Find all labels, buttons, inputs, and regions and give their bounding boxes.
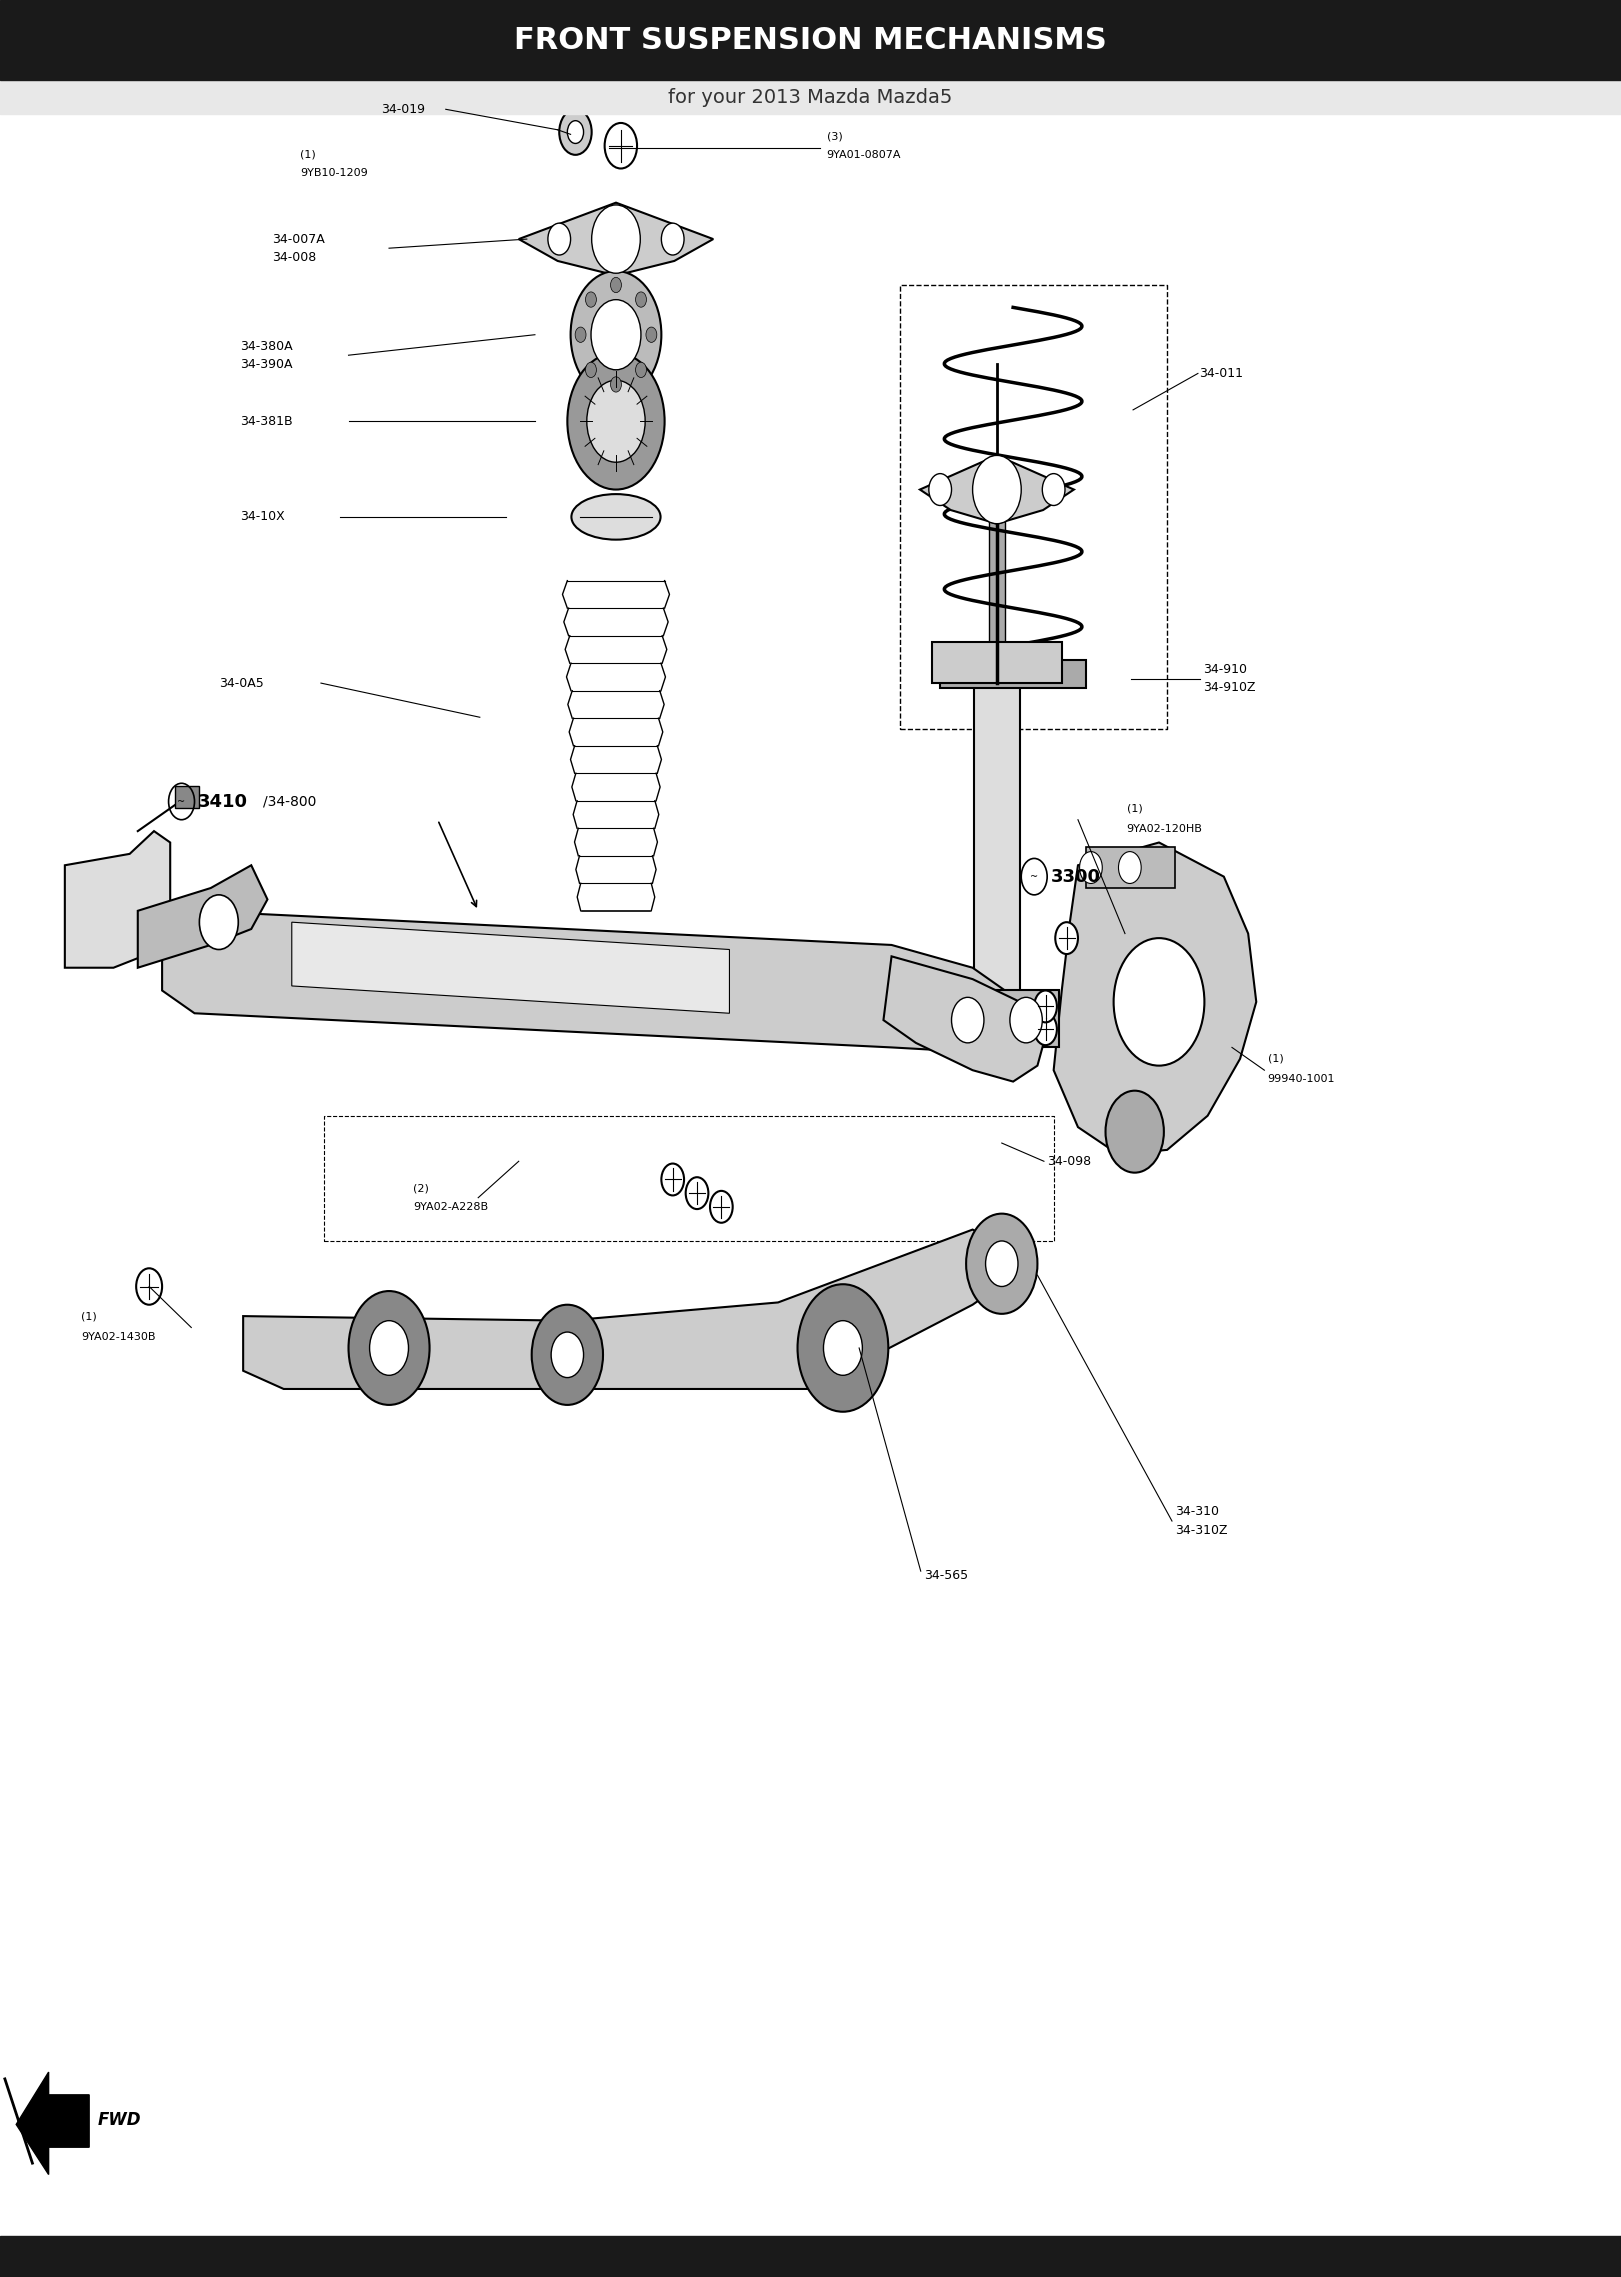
- Circle shape: [136, 1268, 162, 1305]
- Bar: [935, 990, 1059, 1047]
- Bar: [989, 519, 1005, 683]
- Text: (1): (1): [1268, 1054, 1284, 1063]
- Circle shape: [1114, 938, 1204, 1066]
- Circle shape: [686, 1177, 708, 1209]
- Text: 34-008: 34-008: [272, 250, 316, 264]
- Polygon shape: [1054, 842, 1256, 1154]
- Circle shape: [605, 123, 637, 168]
- Text: 34-310Z: 34-310Z: [1175, 1523, 1227, 1537]
- Circle shape: [1042, 474, 1065, 505]
- Text: 3410: 3410: [198, 792, 248, 811]
- Polygon shape: [65, 831, 170, 968]
- Circle shape: [661, 1164, 684, 1195]
- Ellipse shape: [572, 494, 661, 540]
- Bar: [940, 660, 1086, 688]
- Circle shape: [370, 1321, 408, 1375]
- Circle shape: [1080, 852, 1102, 883]
- Circle shape: [575, 328, 587, 342]
- Text: 34-10X: 34-10X: [240, 510, 285, 524]
- Circle shape: [1010, 997, 1042, 1043]
- Polygon shape: [162, 911, 1005, 1052]
- Bar: [0, 0, 1621, 80]
- Circle shape: [587, 380, 645, 462]
- Text: FRONT SUSPENSION MECHANISMS: FRONT SUSPENSION MECHANISMS: [514, 27, 1107, 55]
- Circle shape: [592, 205, 640, 273]
- Circle shape: [645, 328, 657, 342]
- Circle shape: [823, 1321, 862, 1375]
- Text: FWD: FWD: [97, 2111, 141, 2129]
- Bar: [974, 683, 1020, 1013]
- Circle shape: [349, 1291, 430, 1405]
- Text: 99940-1001: 99940-1001: [1268, 1075, 1336, 1084]
- Text: 9YA01-0807A: 9YA01-0807A: [827, 150, 901, 159]
- Text: 34-380A: 34-380A: [240, 339, 292, 353]
- Bar: [932, 642, 1062, 683]
- Circle shape: [551, 1332, 584, 1378]
- Text: 34-910: 34-910: [1203, 663, 1247, 676]
- Text: (3): (3): [827, 132, 843, 141]
- Text: 9YA02-1430B: 9YA02-1430B: [81, 1332, 156, 1341]
- Circle shape: [532, 1305, 603, 1405]
- Circle shape: [1034, 990, 1057, 1022]
- Circle shape: [710, 1191, 733, 1223]
- Circle shape: [592, 301, 640, 369]
- Text: ~: ~: [1029, 872, 1039, 881]
- Text: 34-390A: 34-390A: [240, 357, 292, 371]
- Circle shape: [585, 362, 597, 378]
- Circle shape: [548, 223, 571, 255]
- Text: (1): (1): [300, 150, 316, 159]
- Text: (1): (1): [1127, 804, 1143, 813]
- Text: 34-0A5: 34-0A5: [219, 676, 264, 690]
- Bar: [1086, 847, 1175, 888]
- Circle shape: [1055, 922, 1078, 954]
- Circle shape: [567, 121, 584, 143]
- Text: 34-565: 34-565: [924, 1569, 968, 1583]
- Circle shape: [635, 291, 647, 307]
- Circle shape: [966, 1214, 1037, 1314]
- Circle shape: [585, 291, 597, 307]
- Text: 9YA02-A228B: 9YA02-A228B: [413, 1202, 488, 1211]
- Polygon shape: [243, 1230, 1005, 1389]
- Text: 34-098: 34-098: [1047, 1154, 1091, 1168]
- Text: 34-007A: 34-007A: [272, 232, 326, 246]
- Circle shape: [1106, 1091, 1164, 1173]
- Bar: [0, 80, 1621, 114]
- Text: 9YB10-1209: 9YB10-1209: [300, 168, 368, 178]
- Circle shape: [986, 1241, 1018, 1287]
- Circle shape: [973, 455, 1021, 524]
- Text: ~: ~: [177, 797, 185, 806]
- Text: (1): (1): [81, 1312, 97, 1321]
- Polygon shape: [921, 455, 1073, 524]
- Text: 34-011: 34-011: [1200, 367, 1243, 380]
- Polygon shape: [883, 956, 1046, 1082]
- Bar: [175, 786, 199, 808]
- Circle shape: [661, 223, 684, 255]
- Text: (2): (2): [413, 1184, 430, 1193]
- Text: 34-381B: 34-381B: [240, 414, 292, 428]
- Circle shape: [929, 474, 952, 505]
- Circle shape: [571, 271, 661, 398]
- Circle shape: [611, 278, 621, 294]
- Text: 9YA02-120HB: 9YA02-120HB: [1127, 824, 1203, 833]
- Text: 34-310: 34-310: [1175, 1505, 1219, 1519]
- Circle shape: [1034, 1013, 1057, 1045]
- Circle shape: [635, 362, 647, 378]
- Text: 34-910Z: 34-910Z: [1203, 681, 1255, 694]
- Text: 34-019: 34-019: [381, 102, 425, 116]
- Circle shape: [798, 1284, 888, 1412]
- Bar: [0, 2236, 1621, 2277]
- Polygon shape: [16, 2072, 89, 2175]
- Polygon shape: [519, 203, 713, 276]
- Polygon shape: [292, 922, 729, 1013]
- Text: 3300: 3300: [1050, 868, 1101, 886]
- Circle shape: [611, 376, 621, 392]
- Circle shape: [567, 353, 665, 490]
- Circle shape: [199, 895, 238, 950]
- Circle shape: [952, 997, 984, 1043]
- Text: for your 2013 Mazda Mazda5: for your 2013 Mazda Mazda5: [668, 89, 953, 107]
- Polygon shape: [138, 865, 267, 968]
- Circle shape: [559, 109, 592, 155]
- Text: /34-800: /34-800: [263, 795, 316, 808]
- Circle shape: [1118, 852, 1141, 883]
